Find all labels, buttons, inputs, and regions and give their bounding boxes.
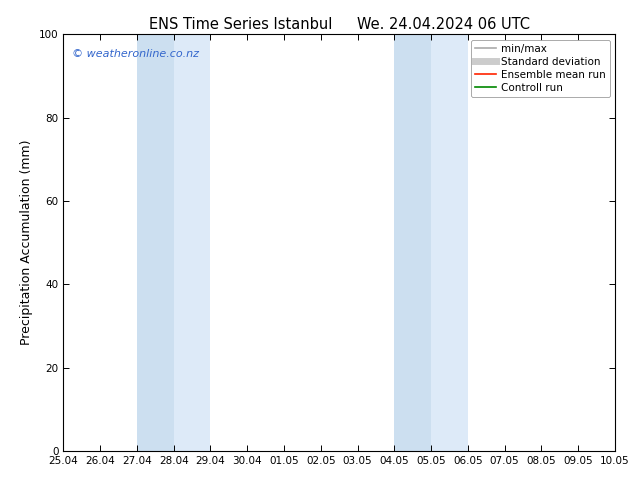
Text: We. 24.04.2024 06 UTC: We. 24.04.2024 06 UTC (358, 17, 530, 32)
Y-axis label: Precipitation Accumulation (mm): Precipitation Accumulation (mm) (20, 140, 34, 345)
Bar (137, 34, 174, 451)
Text: © weatheronline.co.nz: © weatheronline.co.nz (72, 49, 198, 59)
Text: ENS Time Series Istanbul: ENS Time Series Istanbul (149, 17, 333, 32)
Legend: min/max, Standard deviation, Ensemble mean run, Controll run: min/max, Standard deviation, Ensemble me… (470, 40, 610, 97)
Bar (174, 34, 210, 451)
Bar (394, 34, 431, 451)
Bar (431, 34, 468, 451)
